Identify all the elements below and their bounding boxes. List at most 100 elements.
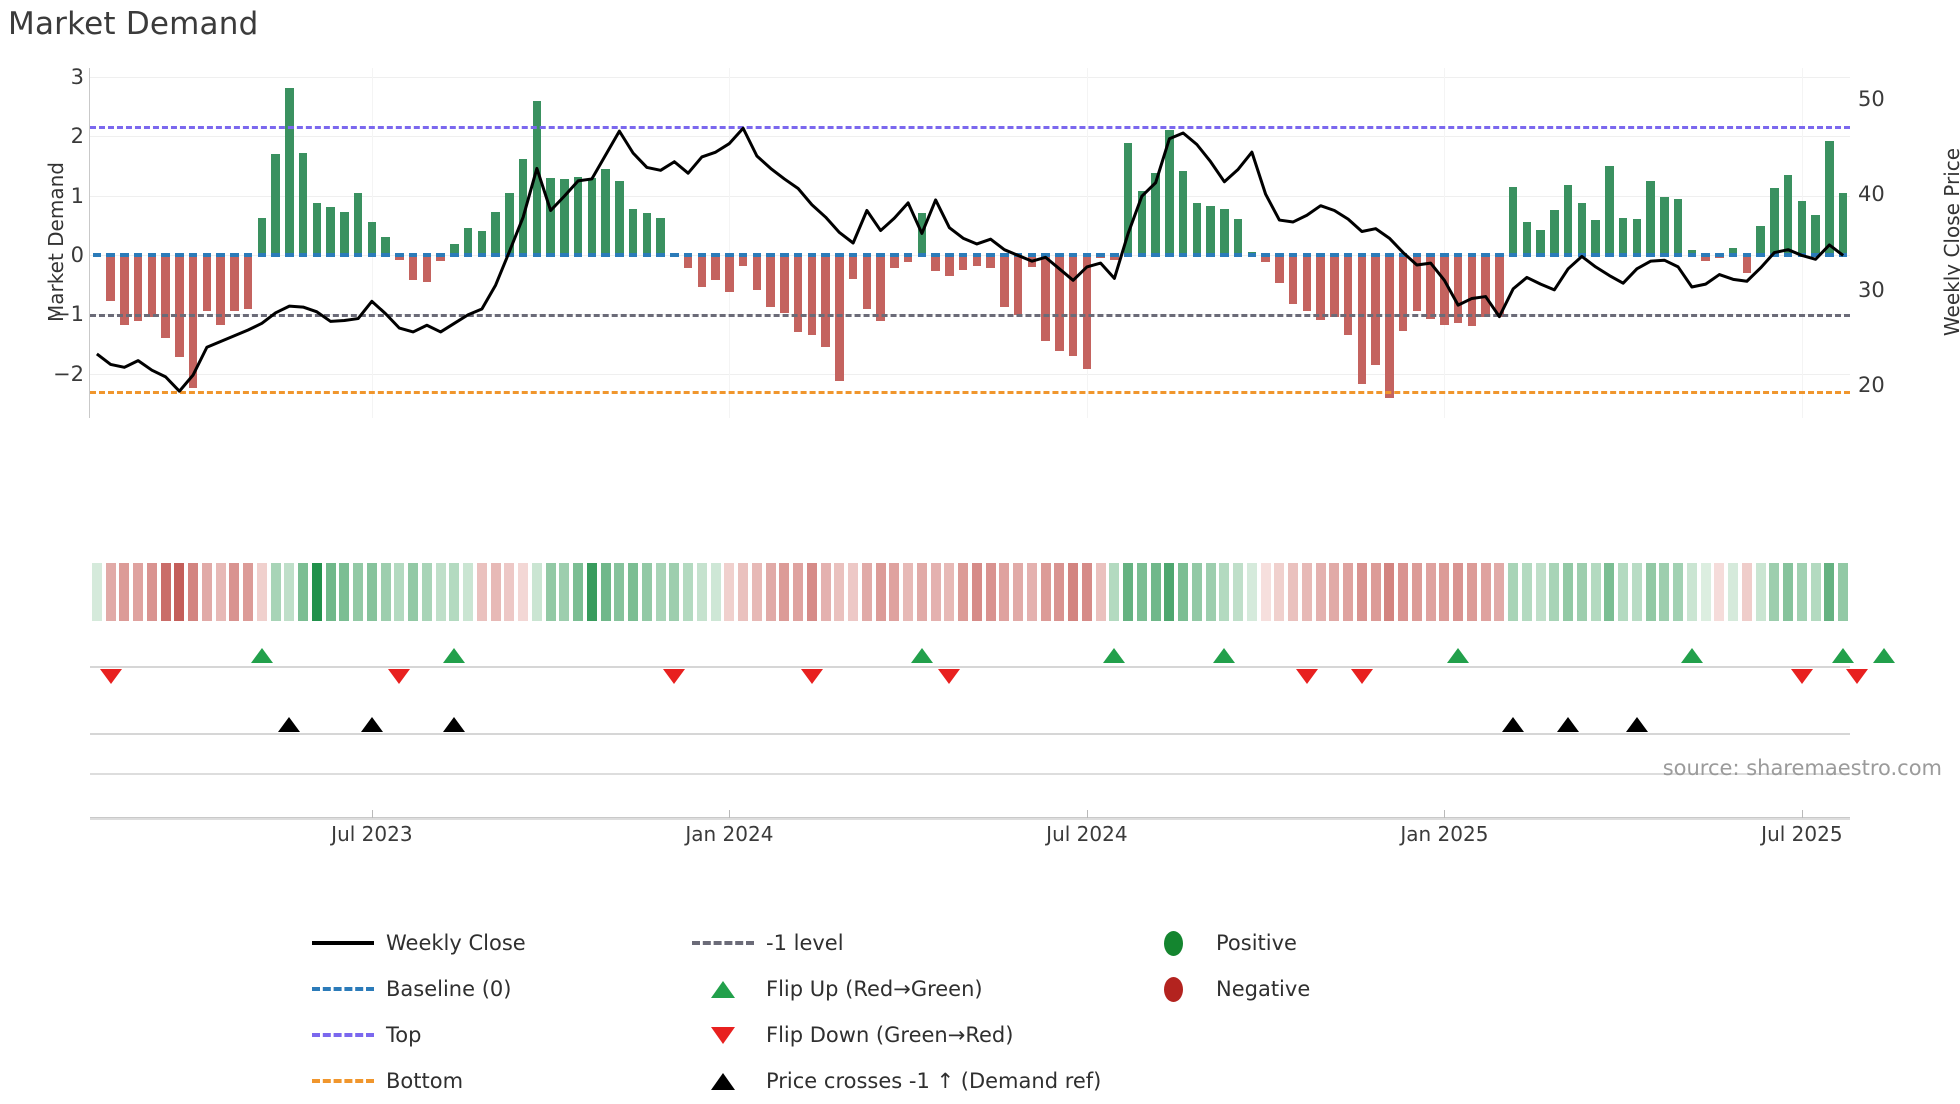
- price-cross-marker-icon: [278, 717, 301, 732]
- demand-bar: [972, 254, 982, 266]
- demand-bar: [573, 176, 583, 255]
- baseline-segment: [1563, 252, 1573, 257]
- baseline-segment: [1000, 252, 1009, 257]
- legend-item[interactable]: Flip Down (Green→Red): [680, 1012, 1130, 1058]
- demand-bar: [1563, 184, 1573, 255]
- y-tick-label: 0: [70, 242, 84, 267]
- heatmap-cell: [1343, 563, 1354, 621]
- legend-item[interactable]: Top: [300, 1012, 680, 1058]
- baseline-segment: [1055, 252, 1064, 257]
- heatmap-cell: [504, 563, 515, 621]
- heatmap-cell: [1439, 563, 1450, 621]
- heatmap-cell: [229, 563, 240, 621]
- heatmap-cell: [215, 563, 226, 621]
- baseline-segment: [1192, 252, 1202, 257]
- legend-item-label: Flip Up (Red→Green): [766, 977, 983, 1001]
- legend-item[interactable]: Bottom: [300, 1058, 680, 1104]
- heatmap-cell: [1783, 563, 1794, 621]
- flip-down-marker-icon: [1295, 669, 1318, 684]
- divider-line-2: [90, 818, 1850, 820]
- legend-item[interactable]: Baseline (0): [300, 966, 680, 1012]
- baseline-segment: [381, 252, 390, 257]
- baseline-segment: [202, 252, 212, 257]
- baseline-segment: [807, 252, 817, 257]
- demand-bar: [1343, 254, 1353, 335]
- baseline-segment: [1811, 252, 1820, 257]
- heatmap-cell: [1150, 563, 1161, 621]
- baseline-segment: [532, 252, 542, 257]
- legend-item[interactable]: Flip Up (Red→Green): [680, 966, 1130, 1012]
- heatmap-cell: [820, 563, 831, 621]
- legend-item-label: Negative: [1216, 977, 1311, 1001]
- legend-item-label: Price crosses -1 ↑ (Demand ref): [766, 1069, 1102, 1093]
- demand-bar: [1618, 218, 1628, 255]
- heatmap-cell: [298, 563, 309, 621]
- baseline-segment: [271, 252, 280, 257]
- triangle-up-icon: [680, 1072, 766, 1090]
- heatmap-cell: [903, 563, 914, 621]
- heatmap-cell: [985, 563, 996, 621]
- baseline-segment: [1715, 252, 1724, 257]
- legend-item[interactable]: Price crosses -1 ↑ (Demand ref): [680, 1058, 1130, 1104]
- demand-bar: [340, 212, 349, 255]
- heatmap-cell: [1796, 563, 1807, 621]
- baseline-segment: [1068, 252, 1078, 257]
- demand-bar: [1041, 254, 1050, 341]
- demand-bar: [821, 254, 830, 347]
- heatmap-cell: [944, 563, 955, 621]
- demand-bar: [1646, 180, 1655, 255]
- dot-icon: [1130, 976, 1216, 1002]
- flip-down-marker-icon: [663, 669, 686, 684]
- baseline-segment: [711, 252, 720, 257]
- heatmap-cell: [958, 563, 969, 621]
- demand-bar: [1357, 254, 1367, 385]
- demand-bar: [560, 178, 569, 255]
- demand-bar: [161, 254, 170, 338]
- baseline-segment: [92, 252, 102, 257]
- baseline-segment: [188, 252, 198, 257]
- heatmap-cell: [1480, 563, 1491, 621]
- heatmap-cell: [1494, 563, 1505, 621]
- demand-bar: [1783, 174, 1793, 255]
- y-tick-label: 2: [70, 124, 84, 149]
- heatmap-cell: [435, 563, 446, 621]
- heatmap-cell: [655, 563, 666, 621]
- triangle-down-icon: [680, 1026, 766, 1044]
- baseline-segment: [1632, 252, 1642, 257]
- legend-item-label: Flip Down (Green→Red): [766, 1023, 1014, 1047]
- price-cross-marker-icon: [443, 717, 466, 732]
- baseline-segment: [917, 252, 927, 257]
- demand-bar: [546, 177, 555, 255]
- heatmap-cell: [1508, 563, 1519, 621]
- baseline-segment: [1673, 252, 1683, 257]
- baseline-segment: [1426, 252, 1435, 257]
- baseline-segment: [766, 252, 775, 257]
- legend-item-label: Positive: [1216, 931, 1297, 955]
- heatmap-cell: [1356, 563, 1367, 621]
- legend-item[interactable]: -1 level: [680, 920, 1130, 966]
- heatmap-cell: [1246, 563, 1257, 621]
- heatmap-cell: [1219, 563, 1230, 621]
- heatmap-cell: [1136, 563, 1147, 621]
- heatmap-cell: [449, 563, 460, 621]
- legend-item[interactable]: Weekly Close: [300, 920, 680, 966]
- legend-item[interactable]: Negative: [1130, 966, 1550, 1012]
- heatmap-cell: [1178, 563, 1189, 621]
- heatmap-cell: [518, 563, 529, 621]
- flip-up-marker-icon: [443, 648, 466, 663]
- baseline-segment: [601, 252, 610, 257]
- demand-bar: [243, 254, 253, 310]
- baseline-segment: [408, 252, 418, 257]
- heatmap-cell: [793, 563, 804, 621]
- baseline-segment: [862, 252, 872, 257]
- demand-bar: [1316, 254, 1325, 321]
- baseline-segment: [835, 252, 844, 257]
- demand-bar: [477, 231, 487, 255]
- heatmap-cell: [1645, 563, 1656, 621]
- heatmap-cell: [531, 563, 542, 621]
- heatmap-cell: [1233, 563, 1244, 621]
- baseline-segment: [230, 252, 239, 257]
- legend-item[interactable]: Positive: [1130, 920, 1550, 966]
- demand-heatmap-strip: [90, 563, 1850, 621]
- flip-up-marker-icon: [250, 648, 273, 663]
